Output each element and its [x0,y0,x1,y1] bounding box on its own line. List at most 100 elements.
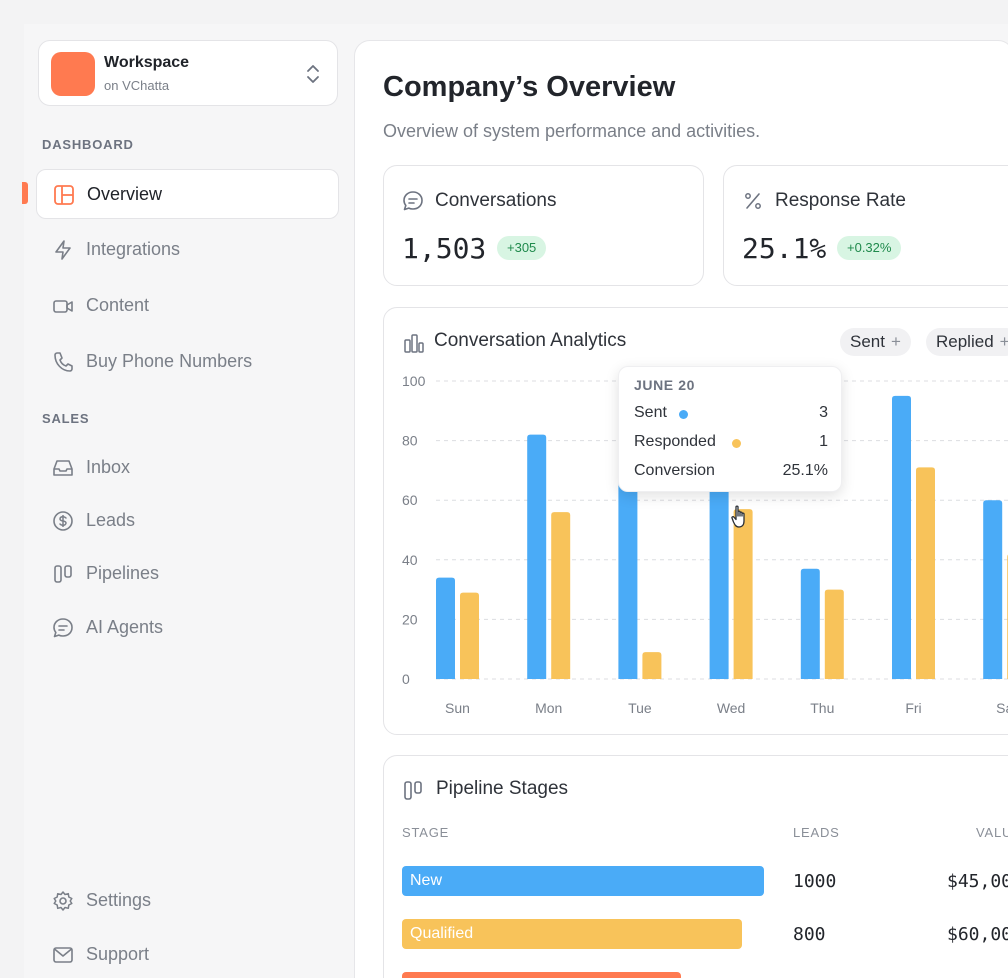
sidebar-item-ai-agents[interactable]: AI Agents [36,603,339,653]
stage-leads: 800 [793,924,826,945]
sidebar-item-overview[interactable]: Overview [36,169,339,219]
sidebar-item-content[interactable]: Content [36,281,339,331]
bar-chart[interactable]: 0 20 40 60 80 100 Sun Mon Tue Wed Thu Fri Sa [384,308,1008,736]
inbox-icon [53,460,73,476]
sidebar: Workspace on VChatta DASHBOARD Overview … [22,24,354,978]
sidebar-item-settings[interactable]: Settings [36,876,339,926]
sidebar-item-label: Content [86,295,150,315]
chevron-up-down-icon [307,65,319,83]
pipeline-title: Pipeline Stages [436,778,569,799]
sidebar-item-leads[interactable]: Leads [36,496,339,546]
sidebar-item-label: Overview [87,184,163,204]
page-title: Company’s Overview [383,71,676,103]
stage-bar[interactable]: Qualified [402,919,742,949]
plus-icon: + [999,332,1008,351]
main-panel: Company’s Overview Overview of system pe… [354,40,1008,978]
bar-sent-thu[interactable] [800,568,820,679]
stat-change-badge: +305 [497,236,547,260]
stage-value: $60,00 [947,924,1008,945]
tooltip-label: Sent [634,404,667,421]
stat-title: Response Rate [775,190,906,211]
layout-icon [54,185,74,205]
y-tick-label: 60 [402,492,418,508]
stat-card-conversations[interactable]: Conversations 1,503 +305 [383,165,704,286]
lightning-icon [55,240,71,260]
x-tick-label: Mon [535,700,562,716]
y-tick-label: 100 [402,373,426,389]
tooltip-row-responded: Responded 1 [634,433,828,453]
x-tick-label: Thu [810,700,834,716]
hand-cursor-icon [731,505,745,528]
sidebar-item-pipelines[interactable]: Pipelines [36,549,339,599]
bar-sent-fri[interactable] [892,395,911,679]
column-header-leads: LEADS [793,825,840,840]
tooltip-value: 3 [819,404,828,421]
stat-title: Conversations [435,190,557,211]
bar-responded-fri[interactable] [916,467,935,679]
percent-icon [745,193,761,209]
sidebar-item-support[interactable]: Support [36,930,339,978]
video-icon [53,300,73,313]
stat-card-response-rate[interactable]: Response Rate 25.1% +0.32% [723,165,1008,286]
sidebar-item-label: AI Agents [86,617,164,637]
plus-icon: + [890,332,901,351]
y-tick-label: 80 [402,433,418,449]
stat-value: 25.1% [742,232,827,265]
sidebar-item-label: Integrations [86,239,181,259]
sidebar-item-integrations[interactable]: Integrations [36,225,339,275]
stat-change-badge: +0.32% [837,236,902,260]
stage-bar[interactable] [402,972,681,978]
x-tick-label: Wed [717,700,746,716]
workspace-switcher[interactable]: Workspace on VChatta [38,40,338,106]
bar-responded-tue[interactable] [642,652,662,679]
chip-label: Replied [936,332,994,351]
bar-responded-wed[interactable] [733,509,753,679]
x-tick-label: Fri [905,700,921,716]
sidebar-item-label: Pipelines [86,563,160,583]
sidebar-item-label: Settings [86,890,152,910]
x-tick-label: Sun [445,700,470,716]
sent-legend-dot [679,410,688,419]
filter-chip-sent[interactable]: Sent + [840,328,911,356]
sidebar-item-label: Support [86,944,150,964]
chat-bubble-icon [403,191,423,211]
active-indicator [22,182,28,204]
mail-icon [53,947,73,963]
stat-value: 1,503 [402,232,487,265]
bar-responded-thu[interactable] [824,589,844,679]
sidebar-item-inbox[interactable]: Inbox [36,443,339,493]
section-label-dashboard: DASHBOARD [42,137,134,152]
app-window: Workspace on VChatta DASHBOARD Overview … [22,24,1008,978]
bar-sent-tue[interactable] [618,464,638,679]
columns-icon [404,781,422,800]
y-tick-label: 0 [402,671,410,687]
workspace-subtitle: on VChatta [104,78,170,93]
chip-label: Sent [850,332,885,351]
tooltip-label: Conversion [634,462,715,479]
chart-tooltip: JUNE 20 Sent 3 Responded 1 Conversion 25… [618,366,842,492]
y-tick-label: 20 [402,611,418,627]
bar-sent-mon[interactable] [527,434,547,679]
bar-sent-sun[interactable] [436,577,455,679]
sidebar-item-label: Buy Phone Numbers [86,351,253,371]
sidebar-item-buy-phone-numbers[interactable]: Buy Phone Numbers [36,337,339,387]
bar-responded-mon[interactable] [551,512,571,679]
tooltip-row-conversion: Conversion 25.1% [634,462,828,482]
workspace-logo [51,52,95,96]
chart-title: Conversation Analytics [434,330,627,351]
y-tick-label: 40 [402,552,418,568]
phone-icon [54,352,73,372]
sidebar-item-label: Leads [86,510,136,530]
bar-sent-wed[interactable] [709,476,729,679]
stage-leads: 1000 [793,871,837,892]
tooltip-row-sent: Sent 3 [634,404,828,424]
stage-bar[interactable]: New [402,866,764,896]
bar-chart-icon [404,334,424,353]
tooltip-value: 1 [819,433,828,450]
stage-value: $45,00 [947,871,1008,892]
filter-chip-replied[interactable]: Replied + [926,328,1008,356]
bar-responded-sun[interactable] [460,592,479,679]
section-label-sales: SALES [42,411,90,426]
bar-sent-sa[interactable] [983,500,1003,679]
column-header-stage: STAGE [402,825,450,840]
